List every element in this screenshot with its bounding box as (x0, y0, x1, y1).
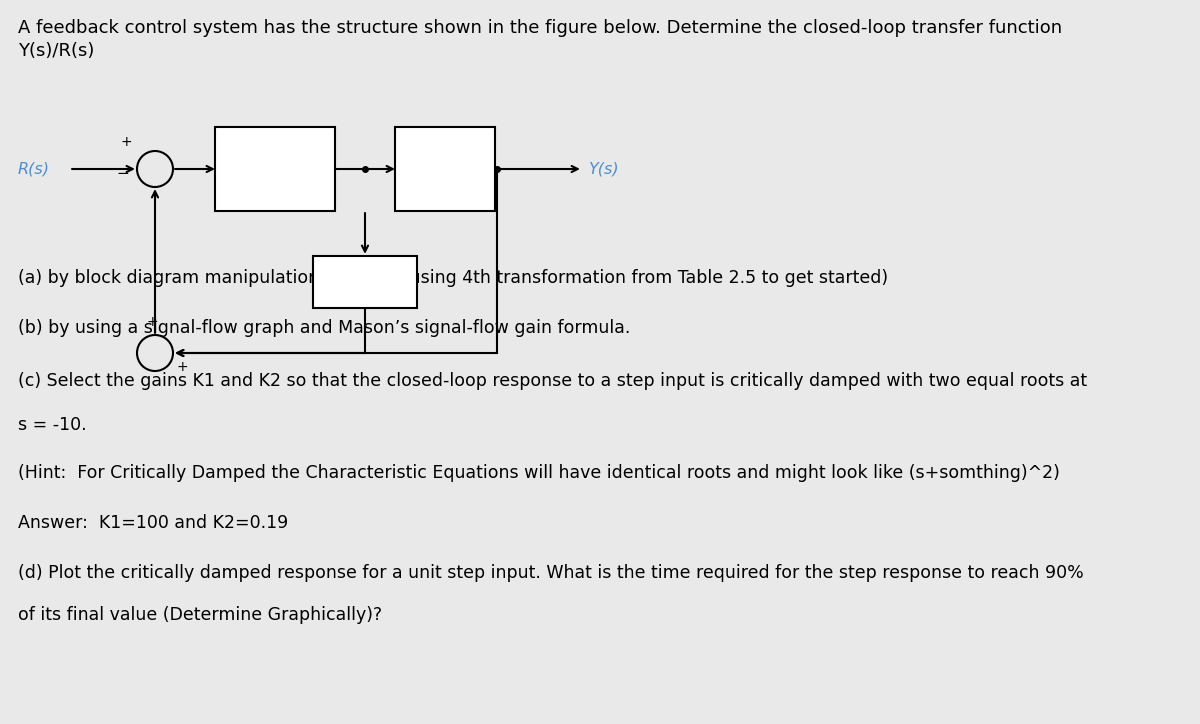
Text: −: − (116, 166, 130, 180)
Text: +: + (146, 315, 158, 329)
Text: s+1: s+1 (258, 176, 292, 194)
FancyBboxPatch shape (313, 256, 418, 308)
Text: 1: 1 (439, 146, 451, 164)
Text: (d) Plot the critically damped response for a unit step input. What is the time : (d) Plot the critically damped response … (18, 564, 1084, 582)
Text: A feedback control system has the structure shown in the figure below. Determine: A feedback control system has the struct… (18, 19, 1062, 37)
Text: K₂: K₂ (355, 273, 374, 291)
Text: Answer:  K1=100 and K2=0.19: Answer: K1=100 and K2=0.19 (18, 514, 288, 532)
Text: Y(s): Y(s) (589, 161, 619, 177)
Text: (b) by using a signal-flow graph and Mason’s signal-flow gain formula.: (b) by using a signal-flow graph and Mas… (18, 319, 630, 337)
FancyBboxPatch shape (215, 127, 335, 211)
Text: s: s (440, 176, 450, 194)
Text: of its final value (Determine Graphically)?: of its final value (Determine Graphicall… (18, 606, 382, 624)
Text: (Hint:  For Critically Damped the Characteristic Equations will have identical r: (Hint: For Critically Damped the Charact… (18, 464, 1060, 482)
Text: (c) Select the gains K1 and K2 so that the closed-loop response to a step input : (c) Select the gains K1 and K2 so that t… (18, 372, 1087, 390)
Text: R(s): R(s) (18, 161, 50, 177)
Text: s = -10.: s = -10. (18, 416, 86, 434)
Text: K₁: K₁ (265, 146, 284, 164)
Text: Y(s)/R(s): Y(s)/R(s) (18, 42, 95, 60)
Text: +: + (120, 135, 132, 149)
FancyBboxPatch shape (395, 127, 496, 211)
Text: +: + (178, 360, 188, 374)
Text: (a) by block diagram manipulation (Hint: Try using 4th transformation from Table: (a) by block diagram manipulation (Hint:… (18, 269, 888, 287)
